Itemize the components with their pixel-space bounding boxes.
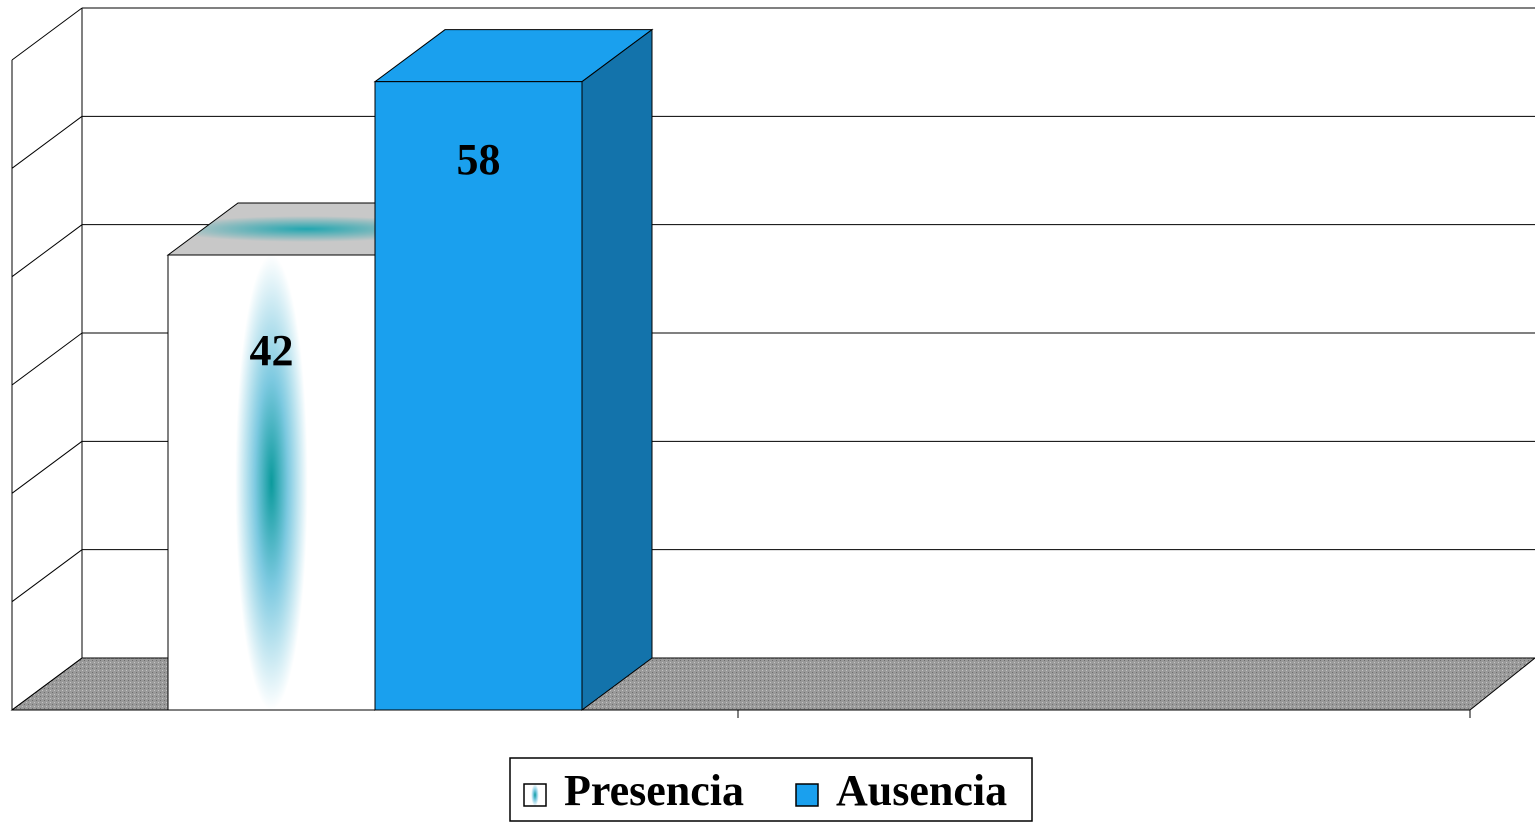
grid-line xyxy=(11,440,83,494)
grid-line xyxy=(11,7,83,61)
grid-line xyxy=(11,224,83,278)
data-label: 42 xyxy=(250,326,294,375)
grid-line xyxy=(11,115,83,169)
legend-label: Presencia xyxy=(564,766,744,815)
legend-swatch xyxy=(523,783,547,807)
bars: 42 58 xyxy=(166,28,654,711)
bar-side xyxy=(581,28,653,711)
bar xyxy=(374,81,583,711)
grid-line xyxy=(11,332,83,386)
data-label: 58 xyxy=(457,135,501,184)
grid-line xyxy=(11,657,83,711)
bar xyxy=(167,254,376,711)
legend-label: Ausencia xyxy=(836,766,1007,815)
grid-line xyxy=(11,549,83,603)
legend-swatch xyxy=(795,783,819,807)
legend: Presencia Ausencia xyxy=(523,766,1007,815)
legend-box xyxy=(509,757,1033,822)
